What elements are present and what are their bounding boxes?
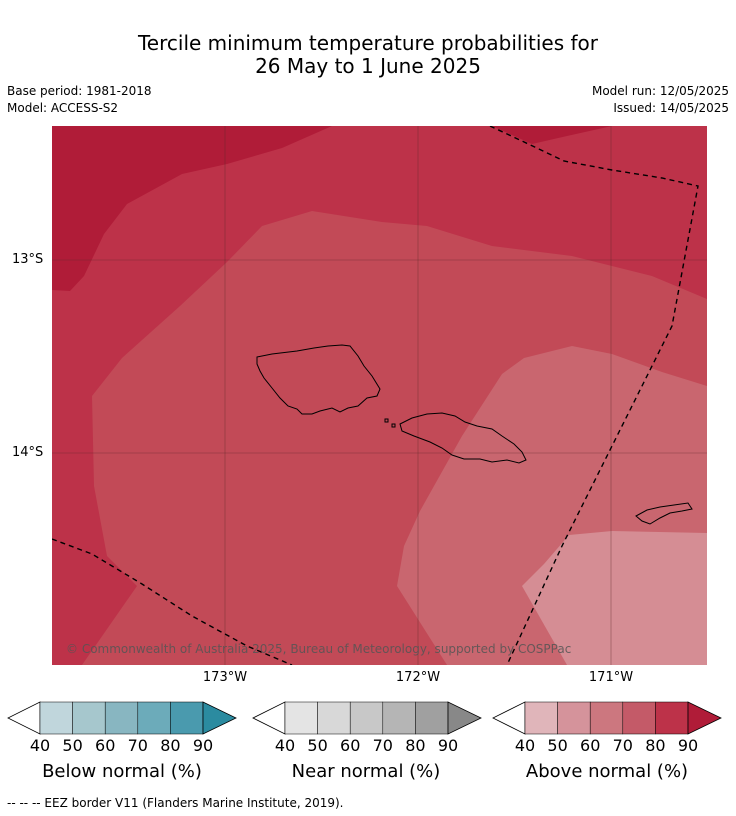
lat-label-13s: 13°S xyxy=(12,252,44,267)
probability-map: © Commonwealth of Australia 2025, Bureau… xyxy=(52,126,707,665)
colorbar-extend-high xyxy=(202,701,237,735)
apolima-island xyxy=(391,423,396,428)
zone-50 xyxy=(522,531,707,665)
tick-label: 70 xyxy=(127,736,148,755)
map-title-line1: Tercile minimum temperature probabilitie… xyxy=(137,31,599,55)
near-normal-colorbar xyxy=(252,701,482,735)
model-name: Model: ACCESS-S2 xyxy=(7,101,119,115)
tick-label: 70 xyxy=(372,736,393,755)
colorbar-segment xyxy=(557,701,591,735)
near-normal-label: Near normal (%) xyxy=(291,761,441,782)
lon-label-171w: 171°W xyxy=(588,670,634,685)
colorbar-segment xyxy=(104,701,139,735)
issued-date: Issued: 14/05/2025 xyxy=(613,101,729,115)
below-normal-colorbar xyxy=(7,701,237,735)
colorbar-segment xyxy=(170,701,204,735)
base-period: Base period: 1981-2018 xyxy=(7,84,152,98)
tick-label: 60 xyxy=(340,736,361,755)
colorbar-extend-low xyxy=(7,701,41,735)
below-normal-label: Below normal (%) xyxy=(42,761,202,782)
islands xyxy=(256,344,693,525)
lon-label-172w: 172°W xyxy=(395,670,441,685)
above-normal-colorbar xyxy=(492,701,722,735)
colorbar-segment xyxy=(655,701,689,735)
colorbar-segment xyxy=(382,701,416,735)
model-run-date: Model run: 12/05/2025 xyxy=(591,84,729,98)
tick-label: 90 xyxy=(437,736,459,755)
colorbar-segment xyxy=(72,701,106,735)
tick-label: 80 xyxy=(645,736,666,755)
map-title-line2: 26 May to 1 June 2025 xyxy=(255,54,481,78)
colorbar-segment xyxy=(349,701,384,735)
tick-label: 40 xyxy=(274,736,296,755)
tick-label: 70 xyxy=(612,736,633,755)
colorbar-extend-high xyxy=(447,701,482,735)
manono-island xyxy=(384,418,389,423)
tick-label: 80 xyxy=(160,736,181,755)
tick-label: 90 xyxy=(192,736,214,755)
eez-border xyxy=(52,126,699,665)
colorbar-segment xyxy=(39,701,73,735)
colorbar-segment xyxy=(589,701,624,735)
colorbar-segment xyxy=(317,701,351,735)
colorbar-segment xyxy=(284,701,318,735)
tick-label: 90 xyxy=(677,736,699,755)
tick-label: 80 xyxy=(405,736,426,755)
upolu-island xyxy=(399,412,527,464)
tick-label: 50 xyxy=(547,736,568,755)
lat-label-14s: 14°S xyxy=(12,445,44,460)
colorbar-segment xyxy=(137,701,171,735)
colorbar-segment xyxy=(622,701,656,735)
tick-label: 40 xyxy=(514,736,536,755)
lon-label-173w: 173°W xyxy=(202,670,248,685)
tick-label: 60 xyxy=(95,736,116,755)
colorbar-segment xyxy=(524,701,558,735)
above-normal-label: Above normal (%) xyxy=(525,761,689,782)
savaii-island xyxy=(256,344,381,415)
tick-label: 40 xyxy=(29,736,51,755)
colorbar-segment xyxy=(415,701,449,735)
tick-label: 50 xyxy=(62,736,83,755)
colorbar-extend-low xyxy=(492,701,526,735)
tutuila-island xyxy=(635,502,693,525)
colorbar-extend-low xyxy=(252,701,286,735)
tick-label: 60 xyxy=(580,736,601,755)
graticule xyxy=(52,126,707,665)
eez-border-note: -- -- -- EEZ border V11 (Flanders Marine… xyxy=(7,796,344,810)
colorbar-extend-high xyxy=(687,701,722,735)
tick-label: 50 xyxy=(307,736,328,755)
copyright-notice: © Commonwealth of Australia 2025, Bureau… xyxy=(66,642,571,656)
